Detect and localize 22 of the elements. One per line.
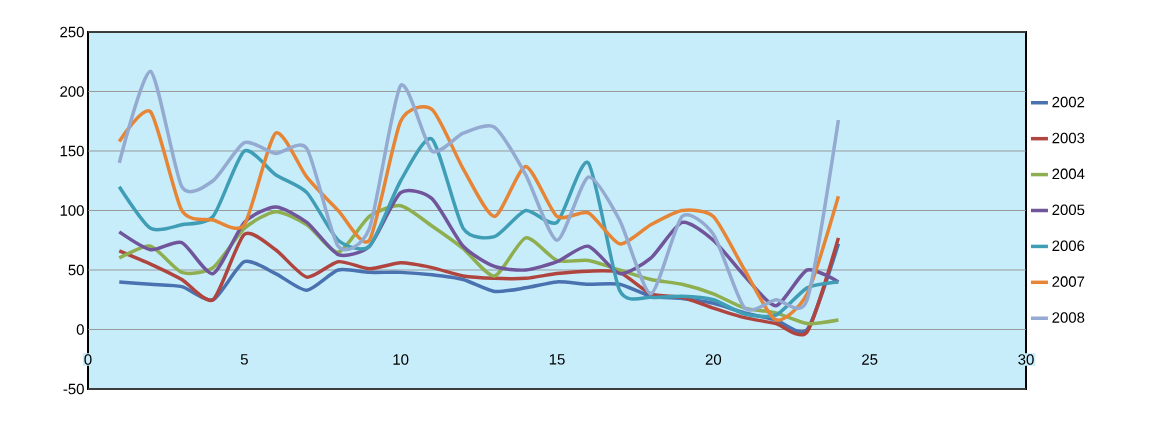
legend-label: 2008 bbox=[1052, 312, 1085, 323]
y-tick-label: 100 bbox=[60, 205, 84, 216]
line-series bbox=[117, 69, 841, 311]
x-tick-label: 20 bbox=[705, 354, 722, 365]
x-tick-label: 15 bbox=[549, 354, 565, 365]
y-tick-label: -50 bbox=[63, 383, 84, 395]
x-tick-label: 5 bbox=[240, 354, 248, 365]
x-tick-label: 25 bbox=[862, 354, 878, 365]
legend-label: 2006 bbox=[1052, 240, 1085, 252]
legend-label: 2003 bbox=[1052, 132, 1085, 144]
legend-label: 2004 bbox=[1052, 168, 1085, 180]
legend-label: 2007 bbox=[1052, 276, 1085, 287]
y-tick-label: 200 bbox=[60, 86, 84, 97]
legend-label: 2005 bbox=[1052, 204, 1085, 216]
y-tick-label: 250 bbox=[60, 26, 84, 38]
x-tick-label: 0 bbox=[84, 354, 92, 365]
x-tick-label: 30 bbox=[1018, 354, 1034, 365]
y-tick-label: 150 bbox=[60, 145, 84, 157]
y-tick-label: 50 bbox=[68, 264, 84, 276]
y-tick-label: 0 bbox=[76, 324, 84, 335]
x-tick-label: 10 bbox=[393, 354, 409, 365]
legend-label: 2002 bbox=[1052, 96, 1085, 108]
